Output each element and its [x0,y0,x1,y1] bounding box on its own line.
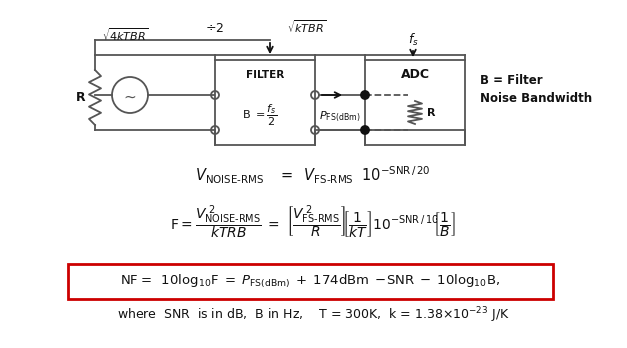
Text: $\sqrt{kTBR}$: $\sqrt{kTBR}$ [287,18,327,35]
Text: ADC: ADC [401,69,429,81]
Text: Noise Bandwidth: Noise Bandwidth [480,92,592,104]
Text: R: R [427,108,436,118]
Text: FILTER: FILTER [246,70,284,80]
Text: $\mathrm{F} = \dfrac{V_{\rm NOISE\text{-}RMS}^{\ 2}}{kTRB}$$\;=\;$$\left[\dfrac{: $\mathrm{F} = \dfrac{V_{\rm NOISE\text{-… [170,203,456,241]
Text: B = Filter: B = Filter [480,73,542,87]
Circle shape [361,126,369,134]
Bar [365,60,465,145]
Text: $P_{\rm FS(dBm)}$: $P_{\rm FS(dBm)}$ [319,110,361,124]
Circle shape [361,91,369,99]
Bar [215,60,315,145]
Text: $\sqrt{4kTBR}$: $\sqrt{4kTBR}$ [102,27,148,44]
Text: $\div$2: $\div$2 [206,22,224,35]
Text: where  SNR  is in dB,  B in Hz,    T = 300K,  k = 1.38$\times10^{-23}$ J/K: where SNR is in dB, B in Hz, T = 300K, k… [117,305,509,325]
Text: $f_s$: $f_s$ [408,32,418,48]
Text: $\mathrm{NF} =\;\;10\log_{10}\!\mathrm{F}\;=\;P_{\rm FS(dBm)}\;+\;174\mathrm{dBm: $\mathrm{NF} =\;\;10\log_{10}\!\mathrm{F… [120,273,500,290]
Text: ~: ~ [124,89,137,104]
Text: B $=\dfrac{f_s}{2}$: B $=\dfrac{f_s}{2}$ [243,102,278,128]
Bar [68,264,553,299]
Text: R: R [76,91,86,104]
Text: $V_{\rm NOISE\text{-}RMS}$   $=$ $\;V_{\rm FS\text{-}RMS}\;$ $10^{-\rm SNR\,/\,2: $V_{\rm NOISE\text{-}RMS}$ $=$ $\;V_{\rm… [195,164,431,186]
